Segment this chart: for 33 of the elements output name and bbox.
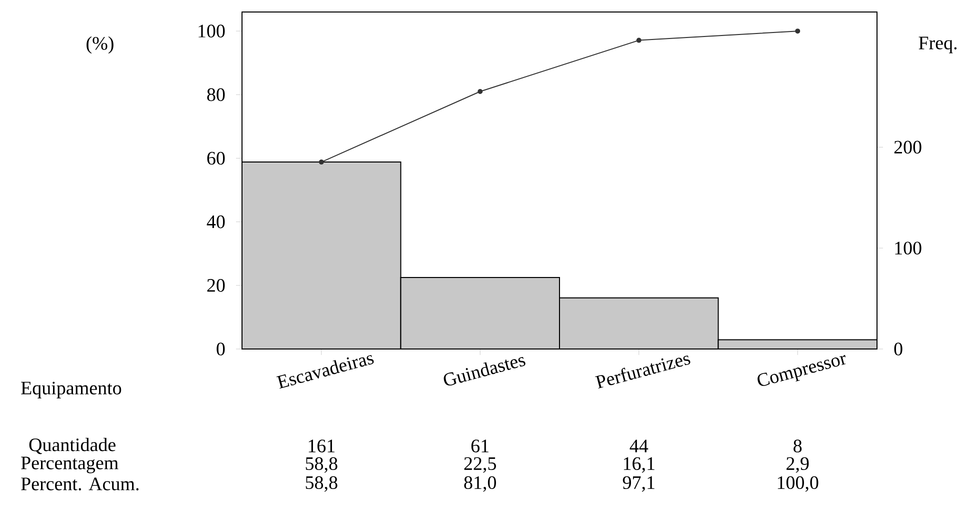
data-label: 58,8 (306, 476, 338, 492)
data-label: 58,8 (306, 457, 338, 473)
text: Percent. Acum. (21, 478, 139, 490)
y-tick-label: 20 (207, 279, 225, 292)
text: Quantidade (29, 438, 116, 454)
data-label: 97,1 (622, 476, 654, 492)
data-label: 2,9 (786, 457, 809, 473)
y-tick-label: 0 (216, 342, 225, 356)
point (478, 88, 483, 94)
y2-tick-label: 100 (895, 242, 922, 255)
data-label: 16,1 (624, 457, 654, 473)
y-tick-label: 100 (198, 24, 225, 38)
y-tick-label: 60 (207, 152, 225, 165)
point (318, 160, 324, 165)
y2-tick-label: 200 (894, 140, 922, 154)
data-label: 100,0 (778, 476, 818, 492)
text: 8 (794, 440, 802, 452)
text: 44 (630, 440, 648, 452)
y-tick-label: 40 (206, 215, 225, 228)
data-label: 22,5 (464, 457, 496, 473)
x-axis-title: Equipamento (21, 382, 122, 398)
x-tick-label: Compressor (758, 354, 846, 386)
text: Percentagem (21, 456, 118, 474)
x-tick-label: Guindastes (444, 357, 526, 386)
text: 161 (308, 440, 335, 452)
text: 61 (471, 440, 488, 452)
data-label: 81,0 (464, 476, 496, 492)
point (795, 28, 800, 34)
y2-axis-title: Freq. (918, 36, 957, 54)
y-tick-label: 80 (207, 88, 225, 102)
y2-tick-label: 0 (894, 342, 902, 356)
y-axis-title: (%) (86, 36, 114, 54)
point (636, 38, 642, 43)
